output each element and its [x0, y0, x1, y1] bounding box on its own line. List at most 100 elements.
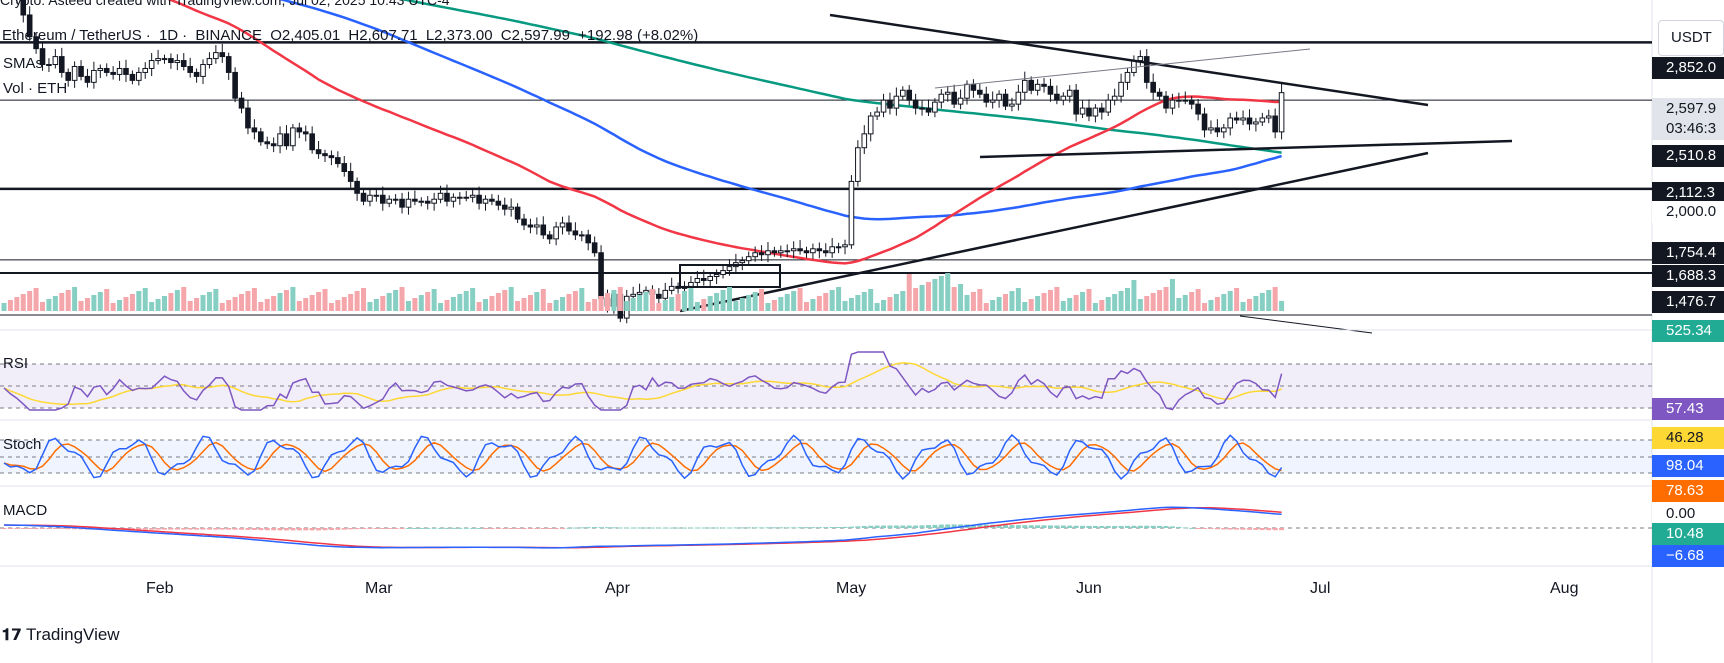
macd-histogram-bar	[328, 528, 334, 531]
macd-histogram-bar	[662, 527, 668, 529]
volume-bar	[91, 295, 97, 311]
candle-body	[142, 67, 149, 73]
candle-body	[39, 48, 46, 66]
macd-histogram-bar	[829, 527, 835, 529]
volume-bar	[239, 294, 245, 311]
candle-body	[328, 155, 335, 159]
volume-bar	[219, 303, 225, 311]
macd-histogram-bar	[1137, 525, 1143, 528]
candle-body	[1073, 89, 1079, 115]
chart-title-cropped: Crypto: Asteed created with TradingView.…	[0, 0, 450, 8]
candle-body	[71, 65, 78, 81]
candle-body	[1021, 79, 1028, 93]
volume-bar	[444, 300, 450, 311]
macd-histogram-bar	[33, 528, 39, 529]
volume-bar	[572, 291, 578, 311]
candle-body	[1086, 107, 1092, 117]
volume-bar	[123, 297, 129, 311]
macd-histogram-bar	[168, 528, 174, 530]
volume-label[interactable]: Vol · ETH	[3, 80, 68, 97]
macd-histogram-bar	[136, 528, 142, 530]
volume-bar	[1234, 288, 1240, 311]
volume-bar	[746, 295, 752, 311]
stoch-d-line	[3, 441, 1282, 473]
macd-histogram-bar	[694, 527, 700, 529]
candle-body	[354, 180, 360, 194]
symbol-name[interactable]: Ethereum / TetherUS	[2, 27, 142, 44]
tradingview-mark-icon: 𝟏𝟳	[2, 627, 23, 644]
volume-bar	[405, 301, 411, 311]
smas-label[interactable]: SMAs	[3, 55, 44, 72]
macd-histogram-bar	[765, 527, 771, 529]
candle-body	[874, 111, 880, 117]
rsi-label[interactable]: RSI	[3, 355, 29, 372]
candle-body	[155, 58, 161, 62]
macd-histogram-bar	[759, 527, 765, 529]
volume-bar	[714, 293, 720, 311]
volume-bar	[752, 292, 758, 311]
tradingview-logo[interactable]: 𝟏𝟳 TradingView	[2, 625, 120, 645]
candle-body	[514, 206, 521, 220]
macd-histogram-bar	[701, 527, 707, 529]
volume-bar	[1054, 287, 1060, 311]
volume-bar	[59, 293, 65, 311]
volume-bar	[316, 292, 322, 311]
candle-body	[1092, 107, 1099, 117]
macd-histogram-bar	[1080, 525, 1086, 528]
volume-bar	[457, 294, 463, 311]
macd-histogram-bar	[1125, 525, 1130, 528]
volume-bar	[951, 287, 957, 311]
candle-body	[977, 89, 983, 95]
candle-body	[636, 291, 643, 295]
volume-bar	[579, 288, 585, 311]
volume-bar	[958, 284, 964, 311]
macd-histogram-bar	[611, 527, 617, 529]
macd-histogram-bar	[791, 527, 797, 529]
candle-body	[989, 99, 996, 103]
macd-histogram-bar	[669, 527, 675, 529]
interval[interactable]: 1D	[158, 27, 179, 44]
candle-body	[906, 89, 913, 101]
candle-body	[591, 242, 598, 254]
macd-histogram-bar	[283, 528, 289, 531]
symbol-info[interactable]: Ethereum / TetherUS · 1D · BINANCE O2,405.…	[2, 27, 699, 44]
candle-body	[110, 71, 116, 75]
volume-bar	[194, 298, 200, 311]
stoch-label[interactable]: Stoch	[3, 436, 42, 453]
macd-histogram-bar	[1015, 525, 1021, 528]
macd-histogram-bar	[1189, 527, 1195, 529]
macd-histogram-bar	[373, 528, 379, 529]
volume-bar	[1067, 298, 1073, 311]
volume-bar	[1240, 302, 1246, 311]
macd-histogram-bar	[566, 527, 572, 529]
macd-label[interactable]: MACD	[3, 502, 48, 519]
volume-bar	[438, 303, 444, 311]
candle-body	[867, 115, 874, 135]
candle-body	[662, 289, 669, 299]
macd-histogram-bar	[1022, 525, 1028, 528]
volume-bar	[624, 301, 630, 311]
macd-histogram-bar	[405, 527, 411, 529]
volume-bar	[418, 295, 424, 311]
macd-histogram-bar	[386, 528, 392, 529]
macd-histogram-bar	[1176, 526, 1182, 528]
macd-histogram-bar	[816, 527, 822, 529]
macd-histogram-bar	[380, 528, 386, 529]
candle-body	[713, 274, 720, 278]
candle-body	[540, 224, 547, 236]
macd-histogram-bar	[1227, 528, 1233, 530]
currency-button[interactable]: USDT	[1658, 20, 1724, 56]
volume-bar	[1182, 295, 1188, 311]
macd-histogram-bar	[784, 527, 790, 529]
volume-bar	[739, 298, 745, 311]
candle-body	[1246, 117, 1253, 125]
macd-histogram-bar	[515, 528, 521, 529]
candle-body	[598, 252, 604, 299]
macd-histogram-bar	[245, 528, 251, 530]
price-tag: 10.48	[1652, 523, 1724, 545]
volume-bar	[765, 303, 771, 311]
volume-bar	[778, 297, 784, 311]
macd-histogram-bar	[675, 527, 681, 529]
macd-histogram-bar	[72, 528, 78, 530]
